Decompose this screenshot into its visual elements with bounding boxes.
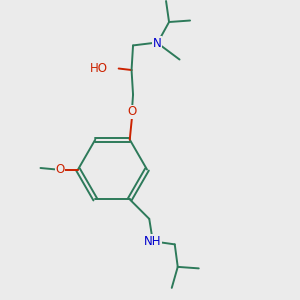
- Text: N: N: [153, 37, 161, 50]
- Text: O: O: [128, 105, 137, 118]
- Text: HO: HO: [89, 62, 108, 75]
- Text: NH: NH: [143, 235, 161, 248]
- Text: O: O: [56, 163, 64, 176]
